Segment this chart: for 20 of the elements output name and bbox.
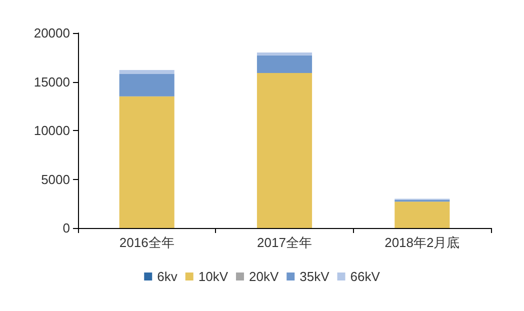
legend-label: 10kV (198, 269, 228, 284)
x-tick-label: 2016全年 (119, 235, 174, 250)
y-tick-label: 5000 (41, 172, 70, 187)
y-tick-label: 10000 (34, 123, 70, 138)
bar (119, 70, 174, 74)
bar (119, 74, 174, 96)
bar (119, 96, 174, 228)
bar (256, 52, 312, 56)
legend-label: 66kV (350, 269, 380, 284)
y-tick-label: 15000 (34, 74, 70, 90)
bar (256, 55, 312, 73)
legend-label: 35kV (300, 269, 330, 284)
x-tick-label: 2017全年 (257, 235, 312, 250)
legend-label: 20kV (248, 269, 279, 284)
x-tick-label: 2018年2月底 (384, 235, 460, 250)
bar (256, 72, 312, 228)
y-tick-label: 20000 (34, 26, 70, 40)
y-tick-label: 0 (62, 220, 70, 236)
legend-label: 6kv (157, 269, 178, 284)
bar (394, 202, 450, 228)
